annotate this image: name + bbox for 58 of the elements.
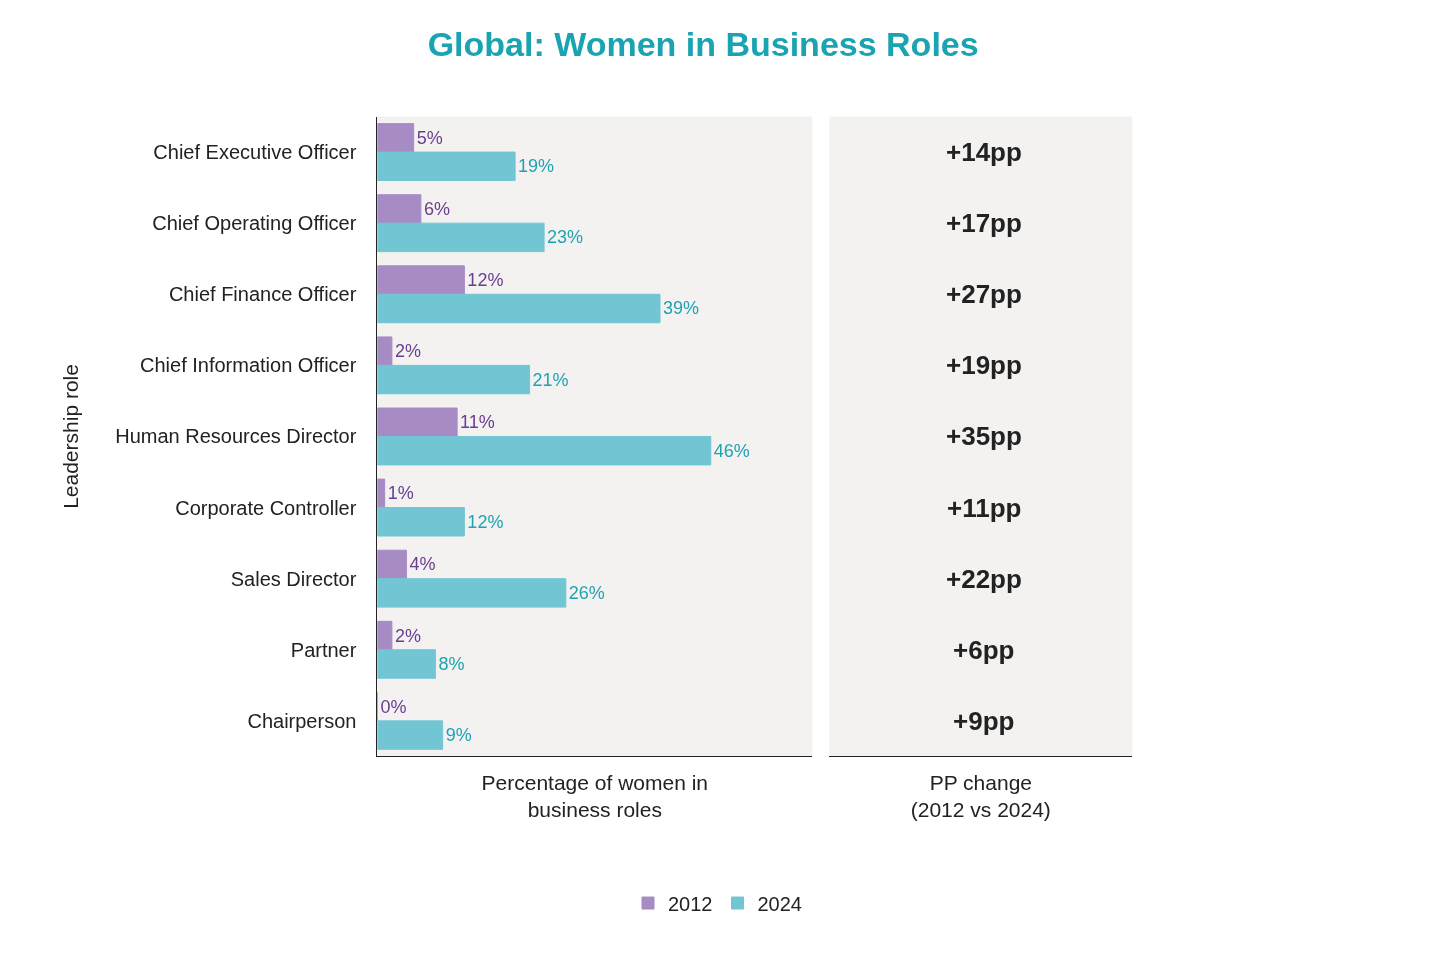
text: +6pp xyxy=(953,635,1015,665)
data-label: 6% xyxy=(423,198,450,219)
bar xyxy=(377,507,465,537)
data-label: 46% xyxy=(713,440,750,461)
y-tick-label: Chief Finance Officer xyxy=(168,283,357,306)
data-label: 23% xyxy=(547,227,584,248)
bar xyxy=(377,407,458,437)
bar xyxy=(377,194,422,224)
text: +9pp xyxy=(953,706,1015,736)
bar xyxy=(377,649,436,679)
text: +27pp xyxy=(946,279,1022,309)
text: PP change (2012 vs 2024) xyxy=(910,770,1051,821)
bar xyxy=(377,336,393,366)
data-label: 8% xyxy=(438,653,465,674)
bar xyxy=(377,549,407,580)
bar xyxy=(377,364,531,395)
y-tick-label: Chief Executive Officer xyxy=(153,141,357,164)
legend-label: 2012 xyxy=(668,892,713,915)
y-tick-label: Partner xyxy=(290,638,357,661)
data-label: 12% xyxy=(467,511,504,532)
chart-title: Global: Women in Business Roles xyxy=(427,24,979,63)
data-label: 19% xyxy=(518,156,555,177)
legend-label: 2024 xyxy=(757,892,802,915)
bar xyxy=(377,720,444,750)
y-tick-label: Human Resources Director xyxy=(115,425,357,448)
text: +17pp xyxy=(946,208,1022,238)
y-tick-label: Sales Director xyxy=(230,567,357,590)
bar xyxy=(377,620,393,651)
bar xyxy=(377,151,516,182)
data-label: 1% xyxy=(387,483,414,504)
data-label: 2% xyxy=(394,625,421,646)
text: +22pp xyxy=(946,564,1022,594)
data-label: 21% xyxy=(532,369,569,390)
data-label: 5% xyxy=(416,127,443,148)
bar xyxy=(377,578,567,608)
data-label: 4% xyxy=(409,554,436,575)
x-axis-title: Percentage of women in business roles xyxy=(481,770,709,821)
y-axis-title: Leadership role xyxy=(59,364,83,509)
text: +11pp xyxy=(947,493,1022,523)
text: +19pp xyxy=(946,350,1022,380)
data-label: 2% xyxy=(394,341,421,362)
data-label: 26% xyxy=(568,582,605,603)
y-tick-label: Corporate Controller xyxy=(175,496,357,519)
bar xyxy=(377,123,415,153)
y-tick-label: Chief Operating Officer xyxy=(152,212,357,235)
bar xyxy=(377,293,661,324)
text: +35pp xyxy=(946,421,1022,451)
y-tick-label: Chief Information Officer xyxy=(140,354,357,377)
data-label: 0% xyxy=(380,696,407,717)
bar xyxy=(377,265,465,295)
bar xyxy=(377,222,545,253)
bar xyxy=(377,435,712,466)
data-label: 12% xyxy=(467,270,504,291)
text: +14pp xyxy=(946,137,1022,167)
data-label: 11% xyxy=(460,412,495,433)
data-label: 39% xyxy=(663,298,700,319)
data-label: 9% xyxy=(445,725,472,746)
y-tick-label: Chairperson xyxy=(247,709,357,732)
